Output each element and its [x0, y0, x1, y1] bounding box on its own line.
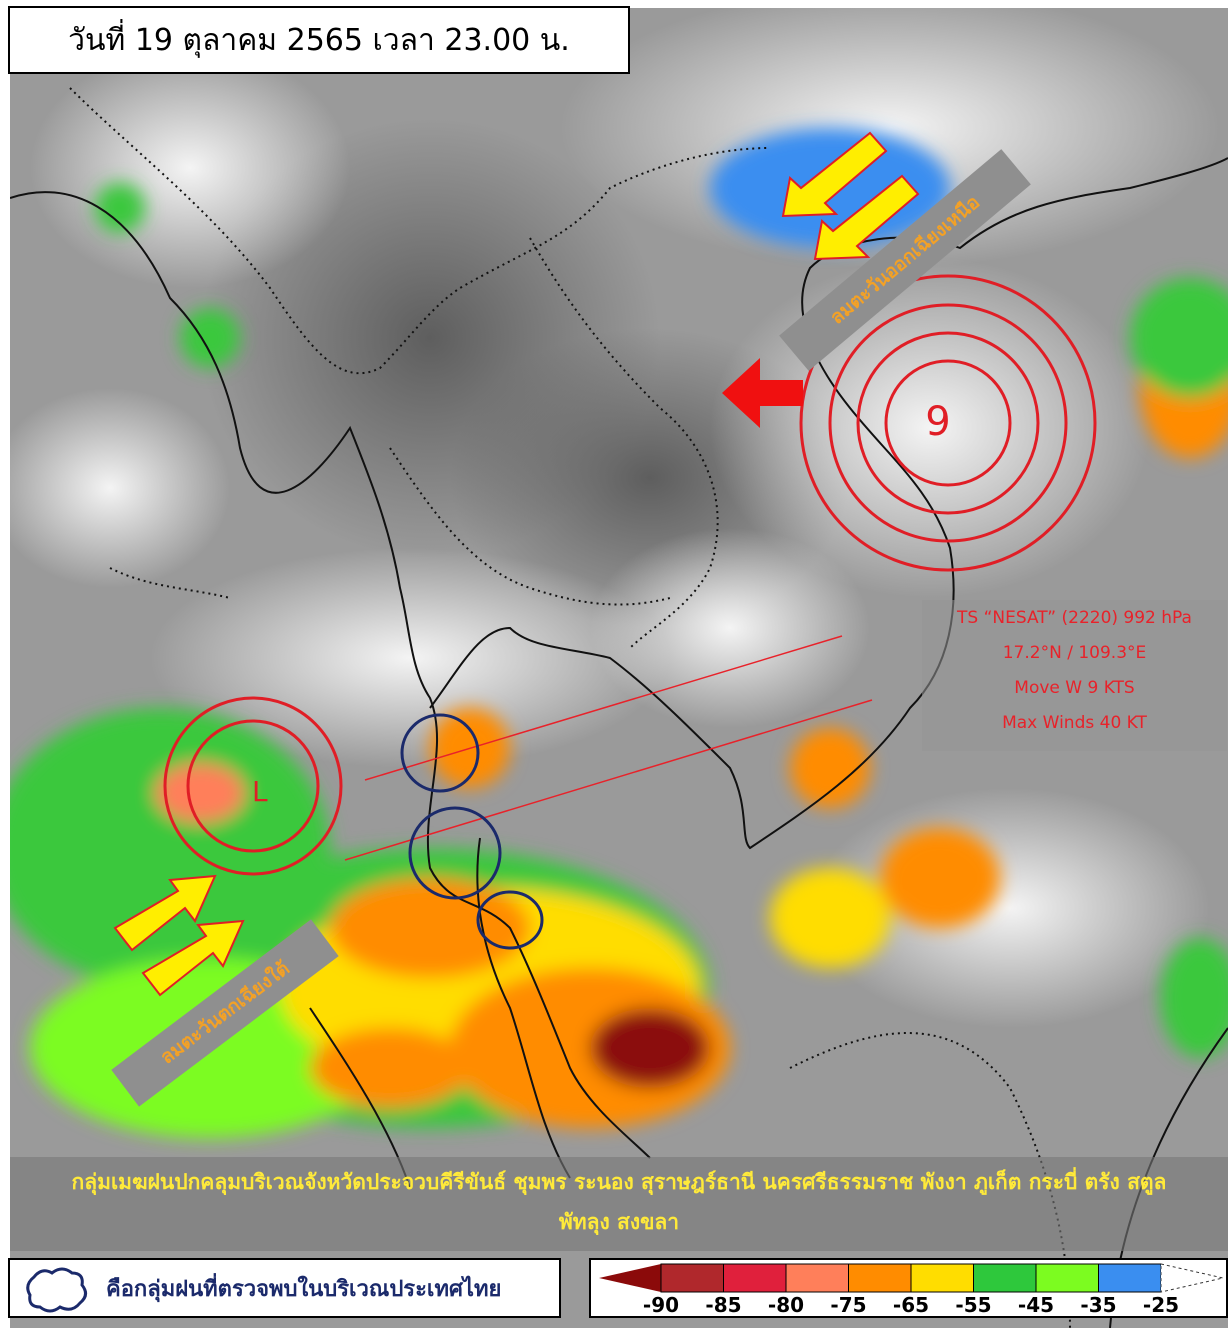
scale-label: -45 [1018, 1293, 1054, 1316]
low-pressure-circles [163, 696, 343, 876]
cloud-legend-text: คือกลุ่มฝนที่ตรวจพบในบริเวณประเทศไทย [106, 1276, 502, 1302]
scale-label: -25 [1143, 1293, 1179, 1316]
scale-label: -75 [830, 1293, 866, 1316]
rain-summary-banner: กลุ่มเมฆฝนปกคลุมบริเวณจังหวัดประจวบคีรีข… [10, 1157, 1228, 1251]
storm-movement-arrow [722, 358, 803, 428]
storm-circles [799, 274, 1097, 572]
storm-info-panel: TS “NESAT” (2220) 992 hPa 17.2°N / 109.3… [922, 600, 1227, 751]
cloud-legend: คือกลุ่มฝนที่ตรวจพบในบริเวณประเทศไทย [8, 1258, 561, 1318]
scale-swatch [973, 1263, 1037, 1293]
scale-swatch [723, 1263, 787, 1293]
scale-swatch [660, 1263, 724, 1293]
wind-arrows-southwest [113, 874, 245, 997]
scale-swatch [910, 1263, 974, 1293]
scale-swatch [599, 1264, 661, 1292]
rain-summary-line1: กลุ่มเมฆฝนปกคลุมบริเวณจังหวัดประจวบคีรีข… [71, 1170, 1167, 1194]
scale-swatch [848, 1263, 912, 1293]
rain-summary-line2: พัทลุง สงขลา [558, 1210, 680, 1234]
low-pressure-label: L [252, 775, 268, 808]
scale-label: -90 [643, 1293, 679, 1316]
scale-label: -85 [705, 1293, 741, 1316]
svg-text:9: 9 [925, 399, 950, 445]
storm-position: 17.2°N / 109.3°E [1002, 643, 1147, 663]
scale-label: -80 [768, 1293, 804, 1316]
rain-cloud-outlines [400, 713, 544, 950]
scale-label: -65 [893, 1293, 929, 1316]
tropical-storm-icon: 9 [925, 399, 950, 445]
scale-label: -55 [955, 1293, 991, 1316]
rain-colors [10, 128, 1228, 1138]
storm-track-lines [344, 635, 873, 861]
storm-max-winds: Max Winds 40 KT [1002, 713, 1147, 733]
scale-swatch [1035, 1263, 1099, 1293]
scale-swatch [785, 1263, 849, 1293]
storm-name: TS “NESAT” (2220) 992 hPa [957, 608, 1192, 628]
scale-swatch [1098, 1263, 1162, 1293]
storm-movement: Move W 9 KTS [1014, 678, 1135, 698]
borders [69, 87, 1071, 1328]
color-scale: -90 -85 -80 -75 -65 -55 -45 -35 -25 [599, 1263, 1224, 1317]
scale-label: -35 [1080, 1293, 1116, 1316]
wind-arrows-northeast [781, 131, 920, 261]
temperature-scale-legend: -90 -85 -80 -75 -65 -55 -45 -35 -25 [589, 1258, 1228, 1318]
scale-swatch [1160, 1263, 1224, 1293]
date-time-title: วันที่ 19 ตุลาคม 2565 เวลา 23.00 น. [8, 6, 630, 74]
rain-cloud-icon [26, 1267, 87, 1313]
